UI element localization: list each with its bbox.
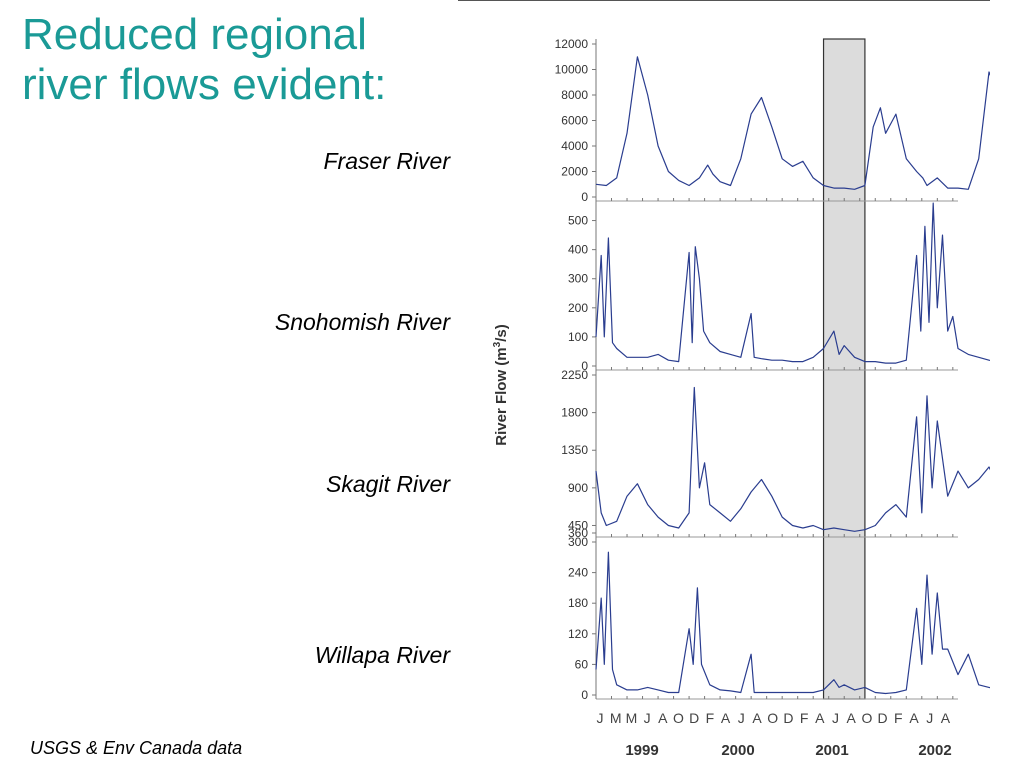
year-label: 1999 <box>625 742 658 759</box>
title-line-2: river flows evident: <box>22 60 387 109</box>
y-tick-label: 180 <box>568 596 588 610</box>
y-tick-label: 120 <box>568 627 588 641</box>
slide-title: Reduced regional river flows evident: <box>22 10 386 110</box>
month-label: A <box>847 710 857 726</box>
y-tick-label: 300 <box>568 535 588 549</box>
y-tick-label: 2250 <box>561 368 588 382</box>
y-tick-label: 1350 <box>561 443 588 457</box>
month-label: J <box>832 710 839 726</box>
year-label: 2001 <box>815 742 848 759</box>
y-tick-label: 200 <box>568 301 588 315</box>
month-label: O <box>767 710 778 726</box>
title-line-1: Reduced regional <box>22 10 367 59</box>
panel-fraser: 0 2000 4000 6000 8000 10000 12000 <box>555 37 990 204</box>
month-label: F <box>800 710 809 726</box>
month-label: A <box>658 710 668 726</box>
month-label: D <box>783 710 793 726</box>
month-label: A <box>909 710 919 726</box>
month-label: F <box>706 710 715 726</box>
y-tick-label: 2000 <box>561 165 588 179</box>
month-label: M <box>610 710 622 726</box>
month-label: F <box>894 710 903 726</box>
y-tick-label: 360 <box>568 526 588 540</box>
month-label: A <box>721 710 731 726</box>
month-label: J <box>644 710 651 726</box>
month-label: D <box>878 710 888 726</box>
series-line-snohomish <box>595 202 990 364</box>
month-label: J <box>597 710 604 726</box>
month-label: D <box>689 710 699 726</box>
y-tick-label: 4000 <box>561 139 588 153</box>
year-label: 2000 <box>721 742 754 759</box>
y-tick-label: 10000 <box>555 63 589 77</box>
series-line-fraser <box>595 56 990 190</box>
snohomish-river-label: Snohomish River <box>274 309 450 335</box>
month-label: A <box>941 710 951 726</box>
y-tick-label: 900 <box>568 481 588 495</box>
y-axis-label: River Flow (m3/s) <box>492 324 510 445</box>
y-tick-label: 60 <box>575 657 589 671</box>
y-tick-label: 450 <box>568 518 588 532</box>
month-label: J <box>738 710 745 726</box>
month-label: J <box>926 710 933 726</box>
panel-willapa: 0 60 120 180 240 300 <box>568 535 990 702</box>
month-label: M <box>626 710 638 726</box>
series-line-skagit <box>595 386 990 532</box>
y-tick-label: 1800 <box>561 406 588 420</box>
skagit-river-label: Skagit River <box>326 471 450 497</box>
month-label: O <box>861 710 872 726</box>
panel-snohomish: 0 100 200 300 400 500 <box>568 201 990 373</box>
y-tick-label: 400 <box>568 243 588 257</box>
series-line-willapa <box>595 551 990 695</box>
y-tick-label: 0 <box>581 190 588 204</box>
y-tick-label: 8000 <box>561 88 588 102</box>
y-tick-label: 0 <box>581 359 588 373</box>
willapa-river-label: Willapa River <box>314 642 450 668</box>
y-tick-label: 100 <box>568 330 588 344</box>
y-tick-label: 0 <box>581 688 588 702</box>
y-tick-label: 240 <box>568 566 588 580</box>
month-label: A <box>815 710 825 726</box>
source-note: USGS & Env Canada data <box>30 738 243 758</box>
y-tick-label: 300 <box>568 272 588 286</box>
river-flow-chart: 0200040006000800010000120000100200300400… <box>492 37 990 759</box>
y-tick-label: 6000 <box>561 114 588 128</box>
y-tick-label: 500 <box>568 214 588 228</box>
month-label: A <box>752 710 762 726</box>
fraser-river-label: Fraser River <box>323 148 450 174</box>
year-label: 2002 <box>918 742 951 759</box>
y-tick-label: 12000 <box>555 37 589 51</box>
month-label: O <box>673 710 684 726</box>
top-rule <box>458 0 990 1</box>
